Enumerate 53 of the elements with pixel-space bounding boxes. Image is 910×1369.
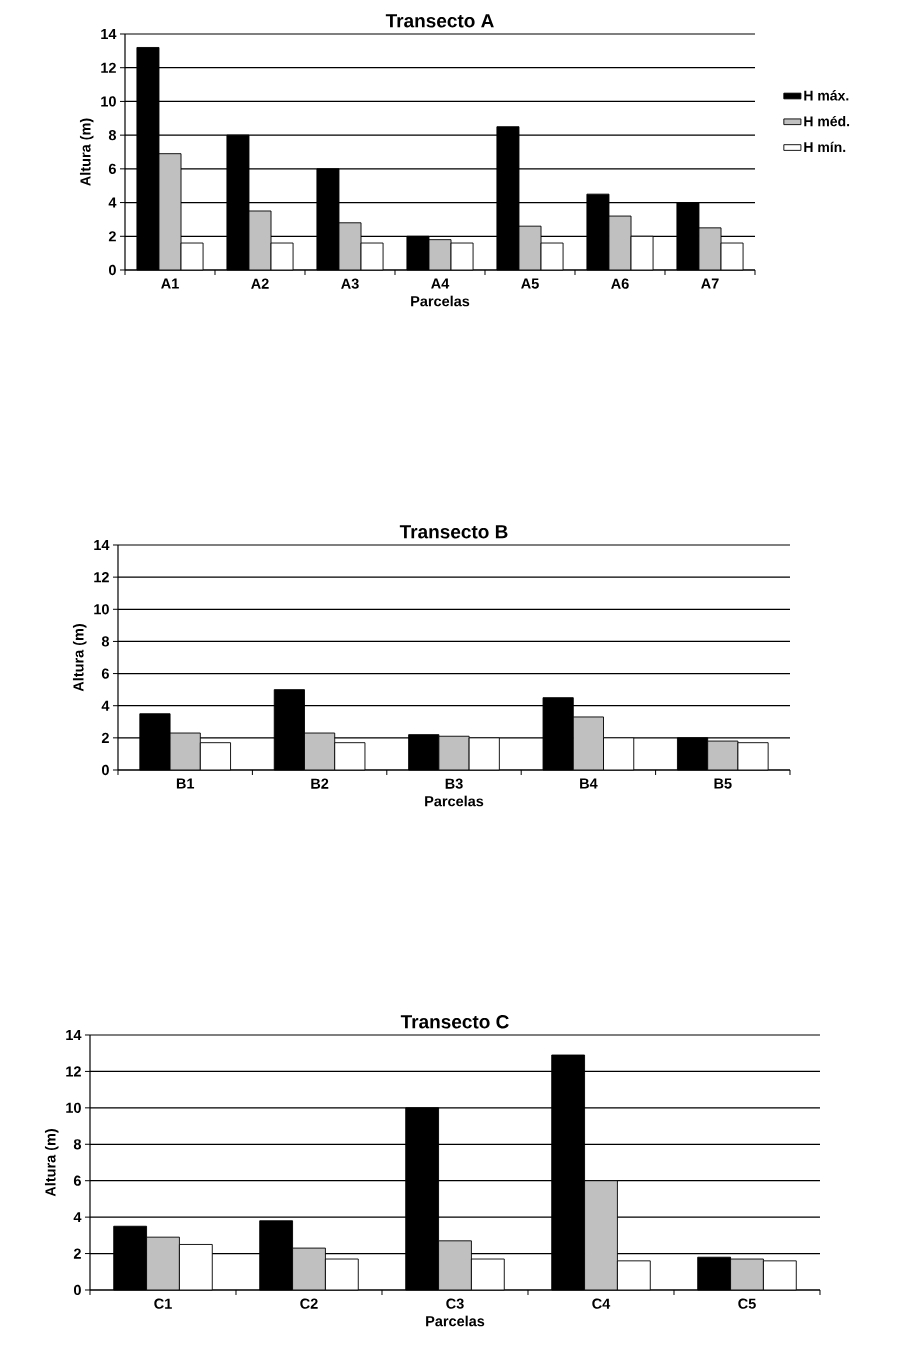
x-tick-label: B3 <box>445 778 463 789</box>
y-tick-label: 10 <box>94 604 109 615</box>
y-tick-label: 4 <box>108 197 117 208</box>
x-tick-label: C4 <box>592 1298 611 1309</box>
x-tick-label: C2 <box>300 1298 318 1309</box>
y-tick-label: 14 <box>66 1030 82 1040</box>
y-tick-label: 12 <box>101 62 116 73</box>
x-tick-label: B5 <box>714 778 732 789</box>
chart-title: Transecto C <box>400 1015 509 1029</box>
x-tick-label: B1 <box>176 778 195 789</box>
y-axis-title: Altura (m) <box>79 118 94 186</box>
legend-label: H méd. <box>804 115 850 127</box>
x-axis-title: Parcelas <box>411 295 470 307</box>
y-tick-label: 10 <box>66 1102 81 1113</box>
x-tick-label: A3 <box>341 278 359 289</box>
y-tick-label: 10 <box>101 96 116 107</box>
y-tick-label: 14 <box>101 29 117 39</box>
y-tick-label: 0 <box>73 1284 81 1296</box>
y-tick-label: 2 <box>101 732 109 743</box>
x-tick-label: C3 <box>446 1298 464 1309</box>
legend-label: H mín. <box>804 141 846 152</box>
x-tick-label: A6 <box>611 278 629 289</box>
y-tick-label: 4 <box>73 1212 82 1223</box>
x-tick-label: A5 <box>521 278 539 289</box>
y-tick-label: 12 <box>94 572 109 583</box>
y-tick-label: 4 <box>101 700 110 711</box>
chart-title: Transecto B <box>399 525 508 539</box>
y-tick-label: 8 <box>73 1139 82 1150</box>
y-tick-label: 14 <box>94 540 110 550</box>
y-tick-label: 2 <box>108 231 116 242</box>
y-tick-label: 6 <box>101 668 109 679</box>
y-tick-label: 6 <box>108 163 116 174</box>
x-tick-label: A2 <box>251 278 269 289</box>
y-tick-label: 12 <box>66 1066 81 1077</box>
y-tick-label: 2 <box>73 1248 81 1259</box>
y-tick-label: 8 <box>108 130 117 141</box>
y-tick-label: 0 <box>101 764 109 776</box>
x-tick-label: C1 <box>154 1298 172 1309</box>
y-tick-label: 8 <box>101 636 110 647</box>
x-tick-label: C5 <box>738 1298 756 1309</box>
legend-label: H máx. <box>804 90 849 101</box>
x-tick-label: A7 <box>701 278 719 289</box>
y-tick-label: 0 <box>108 264 116 276</box>
y-axis-title: Altura (m) <box>44 1129 59 1197</box>
x-tick-label: A1 <box>161 278 179 289</box>
x-tick-label: B4 <box>580 778 598 789</box>
x-axis-title: Parcelas <box>426 1315 485 1327</box>
chart-title: Transecto A <box>385 14 494 28</box>
y-axis-title: Altura (m) <box>72 624 87 692</box>
y-tick-label: 6 <box>73 1175 81 1186</box>
x-tick-label: A4 <box>431 278 450 289</box>
x-tick-label: B2 <box>311 778 329 789</box>
x-axis-title: Parcelas <box>425 795 484 807</box>
